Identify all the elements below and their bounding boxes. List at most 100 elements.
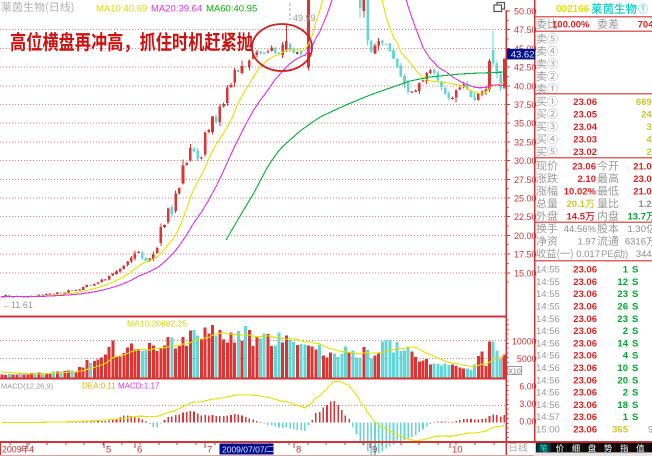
svg-text:23: 23 — [617, 289, 628, 300]
svg-text:23.06: 23.06 — [573, 425, 597, 436]
svg-text:2: 2 — [623, 326, 628, 337]
svg-text:2: 2 — [623, 388, 628, 399]
svg-text:S: S — [632, 363, 638, 374]
svg-text:5: 5 — [106, 445, 111, 456]
svg-text:14:56: 14:56 — [536, 338, 560, 349]
svg-text:3448: 3448 — [636, 249, 652, 260]
svg-text:002166: 002166 — [556, 4, 590, 15]
svg-text:15.00: 15.00 — [514, 268, 537, 278]
svg-text:1: 1 — [623, 412, 629, 423]
svg-text:47.50: 47.50 — [514, 25, 537, 35]
svg-text:14:56: 14:56 — [536, 363, 560, 374]
svg-text:0.017: 0.017 — [576, 249, 600, 260]
svg-text:10: 10 — [452, 445, 463, 456]
svg-text:14:56: 14:56 — [536, 375, 560, 386]
svg-text:S: S — [632, 400, 638, 411]
svg-text:PE(: PE( — [601, 249, 618, 260]
svg-text:14:55: 14:55 — [536, 265, 560, 276]
svg-text:9: 9 — [372, 445, 377, 456]
svg-text:49.99: 49.99 — [293, 13, 316, 23]
svg-text:23.06: 23.06 — [573, 400, 597, 411]
svg-text:15:00: 15:00 — [536, 425, 560, 436]
svg-text:20: 20 — [617, 375, 628, 386]
svg-text:9: 9 — [648, 425, 652, 436]
svg-text:23.06: 23.06 — [572, 162, 596, 173]
svg-text:MA10:40.69: MA10:40.69 — [96, 4, 147, 15]
svg-text:S: S — [632, 277, 638, 288]
svg-text:4: 4 — [29, 445, 34, 456]
svg-text:23: 23 — [617, 314, 628, 325]
svg-text:14: 14 — [617, 338, 628, 349]
svg-text:S: S — [632, 302, 638, 313]
svg-text:10.02%: 10.02% — [564, 187, 597, 198]
svg-text:14:57: 14:57 — [536, 412, 560, 423]
svg-text:23.06: 23.06 — [573, 326, 597, 337]
svg-text:23.06: 23.06 — [573, 314, 597, 325]
svg-text:S: S — [632, 375, 638, 386]
svg-text:S: S — [632, 338, 638, 349]
svg-text:20.00: 20.00 — [514, 231, 537, 241]
svg-text:23.05: 23.05 — [573, 110, 597, 121]
svg-text:704: 704 — [638, 20, 652, 31]
svg-text:5000: 5000 — [517, 354, 537, 364]
svg-text:23.06: 23.06 — [573, 363, 597, 374]
svg-text:50.00: 50.00 — [514, 7, 537, 17]
svg-text:1.30: 1.30 — [628, 224, 647, 235]
svg-text:1.97: 1.97 — [578, 237, 597, 248]
svg-text:35.00: 35.00 — [514, 119, 537, 129]
svg-text:14:55: 14:55 — [536, 302, 560, 313]
svg-text:23.06: 23.06 — [573, 412, 597, 423]
svg-text:1.27: 1.27 — [639, 199, 652, 210]
svg-text:8: 8 — [296, 445, 301, 456]
svg-text:25.00: 25.00 — [514, 194, 537, 204]
svg-text:10: 10 — [617, 363, 628, 374]
svg-text:32.50: 32.50 — [514, 137, 537, 147]
svg-text:42.50: 42.50 — [514, 63, 537, 73]
svg-text:14:56: 14:56 — [536, 314, 560, 325]
svg-text:20.1: 20.1 — [567, 199, 586, 210]
svg-text:): ) — [625, 249, 628, 260]
svg-text:14:56: 14:56 — [536, 351, 560, 362]
svg-text:S: S — [632, 326, 638, 337]
svg-text:S: S — [632, 265, 638, 276]
svg-text:S: S — [632, 412, 638, 423]
svg-text:DEA:0.11: DEA:0.11 — [82, 382, 116, 391]
svg-text:18: 18 — [617, 400, 628, 411]
svg-text:S: S — [632, 388, 638, 399]
svg-text:32: 32 — [646, 122, 652, 133]
svg-text:44.56%: 44.56% — [564, 224, 597, 235]
svg-text:100.00%: 100.00% — [552, 20, 590, 31]
svg-text:6: 6 — [137, 445, 142, 456]
svg-text:45: 45 — [646, 135, 652, 146]
svg-text:23.06: 23.06 — [573, 97, 597, 108]
svg-text:MA10:20882.25: MA10:20882.25 — [127, 319, 187, 329]
svg-text:MACD:1.17: MACD:1.17 — [118, 382, 160, 391]
svg-text:2009/07/07/: 2009/07/07/ — [222, 444, 268, 454]
svg-text:14:56: 14:56 — [536, 400, 560, 411]
svg-text:43.62: 43.62 — [511, 50, 535, 61]
svg-text:6.00: 6.00 — [519, 382, 536, 392]
svg-text:0.00: 0.00 — [519, 417, 536, 427]
svg-text:23.06: 23.06 — [573, 277, 597, 288]
svg-text:1: 1 — [623, 265, 629, 276]
svg-text:2009: 2009 — [2, 445, 22, 455]
svg-text:23.02: 23.02 — [573, 147, 597, 158]
svg-text:3.00: 3.00 — [519, 399, 536, 409]
svg-text:14:56: 14:56 — [536, 326, 560, 337]
svg-text:S: S — [632, 314, 638, 325]
svg-text:MACD(12,26,9): MACD(12,26,9) — [1, 382, 54, 391]
svg-text:23.06: 23.06 — [573, 302, 597, 313]
svg-text:22.50: 22.50 — [514, 212, 537, 222]
svg-text:23.06: 23.06 — [573, 338, 597, 349]
svg-text:26: 26 — [617, 302, 628, 313]
svg-text:←11.61: ←11.61 — [2, 300, 33, 310]
svg-text:2.10: 2.10 — [578, 174, 597, 185]
svg-text:21.06: 21.06 — [633, 162, 652, 173]
svg-text:23.06: 23.06 — [573, 289, 597, 300]
svg-text:248: 248 — [641, 110, 652, 121]
svg-text:23.06: 23.06 — [573, 265, 597, 276]
svg-text:4: 4 — [623, 351, 629, 362]
svg-text:10000: 10000 — [512, 337, 537, 347]
svg-text:14.5: 14.5 — [567, 212, 586, 223]
svg-text:23.06: 23.06 — [633, 174, 652, 185]
